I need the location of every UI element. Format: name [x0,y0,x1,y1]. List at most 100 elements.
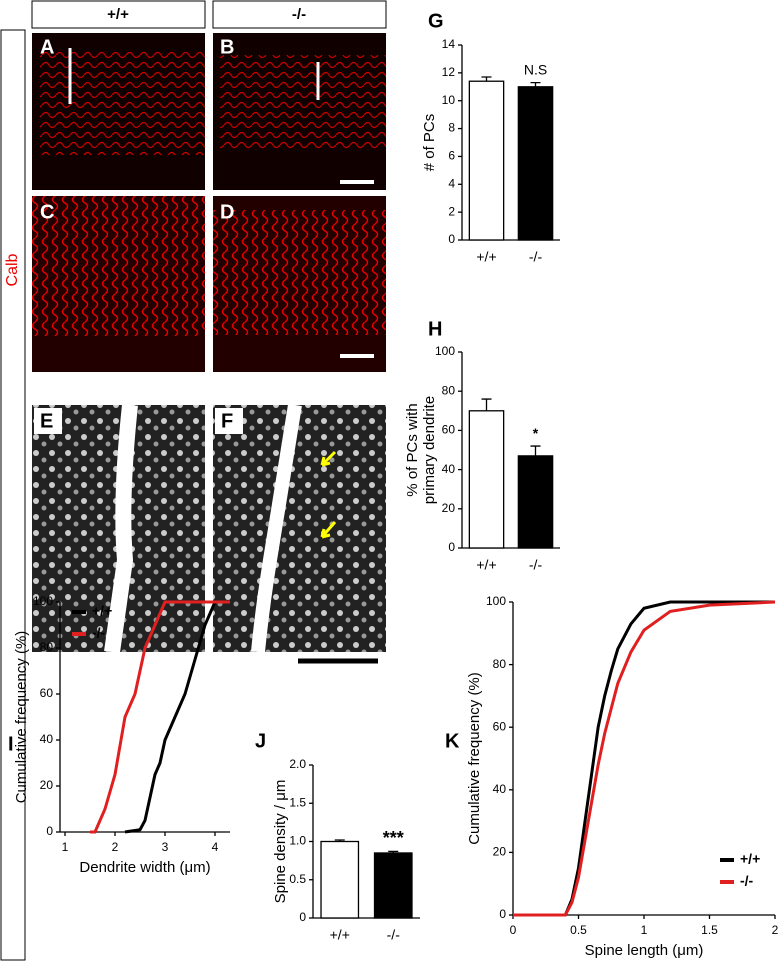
y-tick-label: 80 [493,657,507,671]
legend-label: +/+ [740,851,760,867]
y-tick-label: 60 [40,686,54,700]
line [90,600,230,834]
bar [320,840,360,919]
line [513,600,775,917]
y-tick-label: 100 [435,344,455,358]
y-axis-label: Cumulative frequency (%) [13,631,30,804]
bar [517,86,554,241]
annotation: * [533,425,539,441]
y-axis-label: % of PCs with [404,403,421,496]
y-tick-label: 0 [46,824,53,838]
micrographs [32,33,386,664]
x-tick-label: 0 [510,923,517,937]
y-tick-label: 40 [40,732,54,746]
arrow [320,450,337,467]
x-tick-label: +/+ [330,927,350,943]
y-tick-label: 1.0 [289,834,306,848]
genotype-header: -/- [292,6,306,23]
annotation: *** [383,828,404,848]
x-tick-label: 2 [112,840,119,854]
legend-label: -/- [740,873,754,889]
y-tick-label: 100 [486,594,506,608]
panel-label: J [255,730,266,752]
y-tick-label: 6 [448,149,455,163]
y-tick-label: 40 [442,462,456,476]
bar [373,852,413,919]
panel-label: E [40,410,53,432]
x-tick-label: 1 [62,840,69,854]
panel-label: C [40,201,54,223]
panel-label: K [445,730,460,752]
image-texture [32,196,205,336]
y-axis-label: # of PCs [421,114,438,172]
genotype-header: +/+ [107,6,129,23]
image-texture [40,50,205,155]
error-bar [388,850,399,853]
y-tick-label: 0.5 [289,872,306,886]
y-tick-label: 0 [299,910,306,924]
y-tick-label: 10 [442,93,456,107]
y-tick-label: 4 [448,176,455,190]
y-tick-label: 8 [448,121,455,135]
header-box [212,0,387,29]
dendrite [104,404,138,654]
error-bar [530,81,541,87]
y-tick-label: 60 [442,423,456,437]
y-tick-label: 0 [448,540,455,554]
bar [468,80,505,241]
arrow [320,521,337,539]
panel-label: B [220,36,234,58]
x-tick-label: +/+ [476,557,496,573]
x-tick-label: 2 [772,923,778,937]
image-texture [220,55,386,150]
x-tick-label: -/- [529,249,543,265]
y-axis-label: primary dendrite [421,396,438,504]
x-tick-label: +/+ [476,249,496,265]
x-axis-label: Spine length (μm) [585,942,704,959]
line [124,600,230,834]
label-box [34,408,62,434]
panel-label: D [220,201,234,223]
header-box [31,0,206,29]
image-texture [213,210,386,335]
y-tick-label: 60 [493,719,507,733]
x-tick-label: 0.5 [570,923,587,937]
bar [468,410,505,549]
y-axis-label: Cumulative frequency (%) [466,672,483,845]
image [213,405,386,652]
legend-label: +/+ [92,603,112,619]
x-tick-label: 1 [641,923,648,937]
annotation: N.S [524,61,547,77]
y-tick-label: 80 [40,640,54,654]
y-tick-label: 1.5 [289,795,306,809]
y-tick-label: 20 [40,778,54,792]
label-box [215,408,243,434]
dendrite [251,403,302,653]
stain-label: Calb [4,253,21,286]
panel-label: G [428,10,444,32]
y-tick-label: 2 [448,204,455,218]
bar [517,455,554,549]
x-tick-label: -/- [529,557,543,573]
y-tick-label: 100 [33,594,53,608]
panel-label: F [221,410,233,432]
x-tick-label: 3 [162,840,169,854]
y-tick-label: 14 [442,37,456,51]
error-bar [481,76,492,82]
legend-label: -/- [92,625,106,641]
x-tick-label: -/- [387,927,401,943]
stain-box [0,29,26,961]
error-bar [530,445,541,456]
x-tick-label: 4 [212,840,219,854]
panel-label: H [428,318,442,340]
y-tick-label: 0 [499,907,506,921]
panel-label: A [40,36,54,58]
error-bar [481,398,492,411]
panel-label: I [8,733,14,755]
line [513,600,776,917]
y-tick-label: 12 [442,65,456,79]
y-tick-label: 20 [442,501,456,515]
y-axis-label: Spine density / μm [272,780,289,904]
y-tick-label: 2.0 [289,757,306,771]
